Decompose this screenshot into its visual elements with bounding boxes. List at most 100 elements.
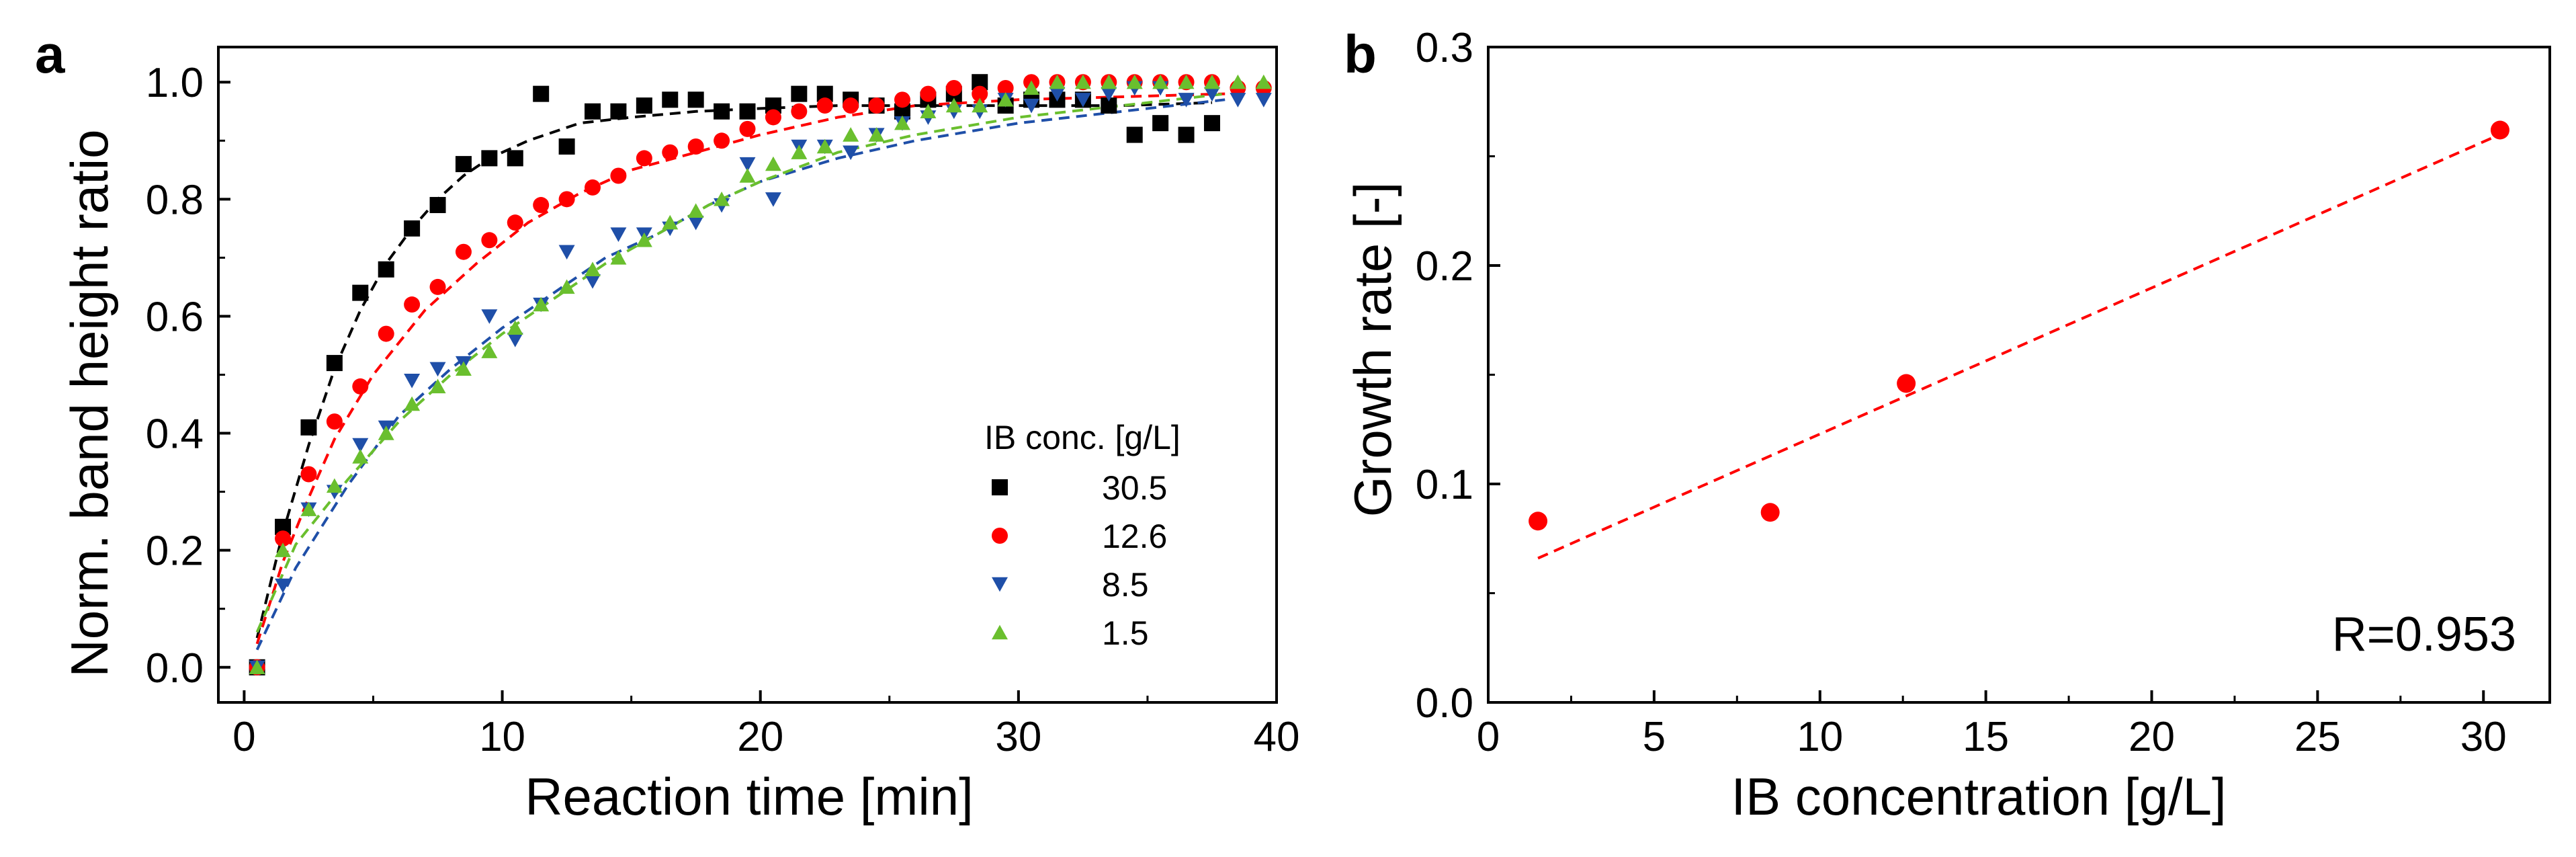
data-point-series-3: [791, 145, 808, 159]
data-point-series-0: [558, 138, 575, 155]
panel-a-y-axis-label: Norm. band height ratio: [60, 129, 119, 677]
x-tick-label: 30: [2460, 714, 2507, 760]
data-point-series-3: [765, 156, 781, 171]
y-tick-label: 0.2: [1416, 243, 1473, 290]
data-point-series-1: [920, 85, 937, 102]
data-point-series-0: [352, 284, 369, 301]
data-point-series-0: [2490, 120, 2509, 140]
data-point-series-0: [300, 419, 317, 436]
data-point-series-1: [868, 97, 885, 114]
data-point-series-1: [714, 132, 730, 149]
data-point-series-2: [610, 227, 627, 242]
data-point-series-3: [507, 320, 523, 335]
data-point-series-0: [1126, 126, 1143, 143]
y-tick-label: 0.1: [1416, 462, 1473, 508]
x-tick-label: 10: [1797, 714, 1843, 760]
data-point-series-0: [791, 85, 808, 102]
data-point-series-3: [352, 448, 369, 464]
data-point-series-2: [585, 274, 601, 289]
x-tick-label: 0: [232, 714, 255, 760]
data-point-series-1: [326, 413, 343, 430]
data-point-series-3: [662, 214, 679, 230]
data-point-series-1: [352, 378, 369, 395]
data-point-series-3: [1126, 74, 1143, 89]
data-point-series-2: [765, 192, 781, 207]
legend-marker: [992, 624, 1008, 640]
data-point-series-2: [1255, 93, 1272, 108]
y-tick-label: 0.4: [146, 411, 204, 458]
data-point-series-2: [1178, 93, 1195, 108]
data-point-series-0: [1529, 512, 1548, 531]
data-point-series-1: [843, 97, 859, 114]
x-tick-label: 40: [1254, 714, 1300, 760]
data-point-series-2: [275, 578, 292, 594]
data-point-series-1: [585, 179, 601, 196]
data-point-series-0: [326, 355, 343, 372]
data-point-series-3: [920, 104, 937, 118]
data-point-series-3: [275, 542, 292, 557]
x-tick-label: 0: [1477, 714, 1500, 760]
data-point-series-1: [610, 167, 627, 184]
data-point-series-0: [1203, 115, 1220, 132]
data-point-series-2: [687, 215, 704, 231]
data-point-series-3: [972, 97, 988, 113]
data-point-series-3: [997, 91, 1014, 107]
data-point-series-1: [816, 97, 833, 114]
data-point-series-1: [378, 325, 394, 342]
data-point-series-0: [507, 150, 523, 167]
data-point-series-3: [326, 478, 343, 493]
legend-title: IB conc. [g/L]: [984, 419, 1180, 456]
data-point-series-0: [481, 150, 498, 167]
legend-label: 12.6: [1102, 518, 1167, 555]
data-point-series-1: [687, 138, 704, 155]
data-point-series-3: [1203, 74, 1220, 89]
data-point-series-3: [714, 191, 730, 206]
data-point-series-0: [429, 197, 446, 214]
data-point-series-3: [816, 138, 833, 154]
data-point-series-1: [300, 466, 317, 483]
data-point-series-1: [455, 243, 472, 260]
data-point-series-3: [455, 361, 472, 376]
data-point-series-1: [636, 150, 652, 167]
panel-a-letter: a: [35, 24, 65, 84]
data-point-series-3: [1074, 74, 1091, 89]
data-point-series-3: [378, 425, 394, 440]
data-point-series-0: [585, 103, 601, 120]
data-point-series-0: [1178, 126, 1195, 143]
y-tick-label: 0.0: [1416, 680, 1473, 727]
data-point-series-3: [1101, 74, 1117, 89]
data-point-series-0: [816, 85, 833, 102]
data-point-series-2: [1101, 87, 1117, 102]
legend-label: 1.5: [1102, 614, 1149, 652]
x-tick-label: 15: [1963, 714, 2009, 760]
y-tick-label: 0.2: [146, 528, 204, 575]
x-tick-label: 30: [995, 714, 1041, 760]
data-point-series-3: [481, 343, 498, 358]
data-point-series-1: [662, 144, 679, 161]
data-point-series-0: [739, 103, 756, 120]
data-point-series-2: [507, 333, 523, 348]
data-point-series-0: [1152, 115, 1169, 132]
data-point-series-2: [352, 438, 369, 453]
legend-marker: [992, 577, 1008, 592]
y-tick-label: 0.3: [1416, 25, 1473, 71]
x-tick-label: 5: [1643, 714, 1666, 760]
panel-b-letter: b: [1344, 24, 1377, 84]
legend-marker: [992, 479, 1008, 495]
data-point-series-0: [636, 97, 652, 114]
data-point-series-3: [945, 97, 962, 113]
data-point-series-0: [714, 103, 730, 120]
data-point-series-0: [610, 103, 627, 120]
data-point-series-3: [249, 659, 265, 674]
legend-label: 8.5: [1102, 566, 1149, 604]
data-point-series-3: [533, 296, 550, 312]
data-point-series-3: [610, 249, 627, 265]
data-point-series-3: [1023, 80, 1040, 95]
data-point-series-0: [455, 156, 472, 173]
data-point-series-3: [585, 261, 601, 277]
panel-a-data-points: [249, 74, 1272, 676]
data-point-series-3: [300, 501, 317, 516]
data-point-series-3: [1255, 74, 1272, 89]
panel-b-y-axis-label: Growth rate [-]: [1343, 182, 1402, 517]
